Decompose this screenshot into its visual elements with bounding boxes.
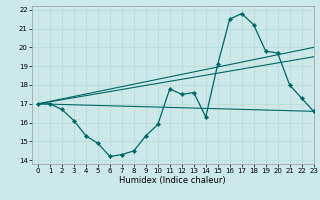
X-axis label: Humidex (Indice chaleur): Humidex (Indice chaleur)	[119, 176, 226, 185]
